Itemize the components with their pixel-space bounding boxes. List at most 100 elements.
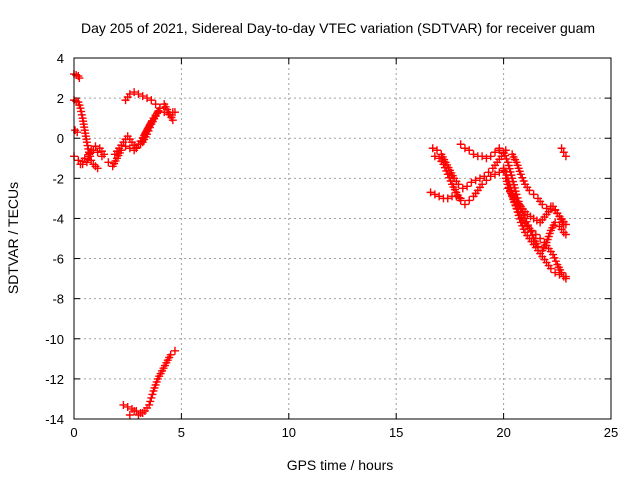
data-point: [125, 90, 134, 99]
data-point: [435, 192, 444, 201]
data-point: [73, 128, 82, 137]
data-point: [471, 176, 480, 185]
data-point: [119, 400, 128, 409]
series-s13: [430, 152, 508, 209]
y-axis-title: SDTVAR / TECUs: [5, 182, 21, 294]
data-point: [557, 268, 566, 277]
data-point: [132, 144, 141, 153]
data-point: [138, 92, 147, 101]
data-point: [170, 346, 179, 355]
data-point: [460, 200, 469, 209]
series-s15: [456, 140, 504, 163]
data-point: [155, 104, 164, 113]
plot-frame: [73, 57, 612, 420]
data-point: [168, 116, 177, 125]
data-point: [536, 234, 545, 243]
data-point: [93, 164, 102, 173]
data-point: [85, 150, 94, 159]
grid: [74, 58, 611, 419]
series-s21: [557, 144, 570, 161]
x-tick-label: 20: [496, 425, 510, 440]
data-point: [482, 176, 491, 185]
data-series: [70, 70, 570, 419]
y-tick-label: -12: [45, 372, 64, 387]
data-point: [523, 222, 532, 231]
data-point: [430, 190, 439, 199]
series-s5: [76, 146, 106, 169]
data-point: [138, 408, 147, 417]
data-point: [145, 400, 154, 409]
data-point: [551, 218, 560, 227]
data-point: [130, 406, 139, 415]
data-point: [475, 174, 484, 183]
data-point: [484, 168, 493, 177]
data-point: [531, 230, 540, 239]
data-point: [561, 230, 570, 239]
data-point: [428, 144, 437, 153]
data-point: [486, 172, 495, 181]
y-tick-label: 4: [57, 51, 64, 66]
y-tick-label: -8: [52, 292, 64, 307]
data-point: [478, 180, 487, 189]
data-point: [146, 397, 155, 406]
data-point: [148, 390, 157, 399]
data-point: [465, 196, 474, 205]
data-point: [452, 192, 461, 201]
x-tick-label: 10: [282, 425, 296, 440]
data-point: [134, 410, 143, 419]
data-point: [460, 144, 469, 153]
series-s11: [125, 406, 147, 419]
x-axis-title: GPS time / hours: [287, 457, 394, 473]
data-point: [147, 393, 156, 402]
data-point: [559, 148, 568, 157]
data-point: [465, 146, 474, 155]
data-point: [74, 156, 83, 165]
y-tick-label: -4: [52, 211, 64, 226]
data-point: [104, 158, 113, 167]
data-point: [463, 182, 472, 191]
series-s14: [426, 188, 465, 203]
series-s9: [138, 100, 177, 147]
data-point: [467, 178, 476, 187]
y-tick-label: 0: [57, 131, 64, 146]
y-tick-label: -14: [45, 412, 64, 427]
data-point: [121, 142, 130, 151]
data-point: [143, 94, 152, 103]
data-point: [80, 154, 89, 163]
series-s1: [70, 70, 84, 83]
data-point: [130, 88, 139, 97]
data-point: [491, 170, 500, 179]
x-tick-label: 15: [389, 425, 403, 440]
y-tick-label: -6: [52, 252, 64, 267]
y-tick-label: -2: [52, 171, 64, 186]
data-point: [426, 188, 435, 197]
series-s20: [503, 184, 570, 229]
data-point: [151, 100, 160, 109]
series-s10: [119, 346, 179, 417]
data-point: [458, 184, 467, 193]
data-point: [433, 146, 442, 155]
data-point: [529, 190, 538, 199]
data-point: [166, 350, 175, 359]
data-point: [430, 152, 439, 161]
data-point: [125, 410, 134, 419]
axis-ticks: 0 5 10 15 20 25 -14 -12 -10 -8 -6 -4 -2 0 2 4: [45, 51, 618, 440]
data-point: [469, 150, 478, 159]
series-s19: [508, 150, 568, 229]
data-point: [147, 96, 156, 105]
data-point: [456, 194, 465, 203]
data-point: [527, 226, 536, 235]
data-point: [134, 90, 143, 99]
data-point: [97, 152, 106, 161]
data-point: [89, 146, 98, 155]
y-tick-label: -10: [45, 332, 64, 347]
y-tick-label: 2: [57, 91, 64, 106]
data-point: [557, 144, 566, 153]
data-point: [546, 264, 555, 273]
chart-title: Day 205 of 2021, Sidereal Day-to-day VTE…: [81, 20, 595, 36]
x-tick-label: 5: [178, 425, 185, 440]
data-point: [561, 220, 570, 229]
data-point: [561, 272, 570, 281]
data-point: [75, 74, 84, 83]
